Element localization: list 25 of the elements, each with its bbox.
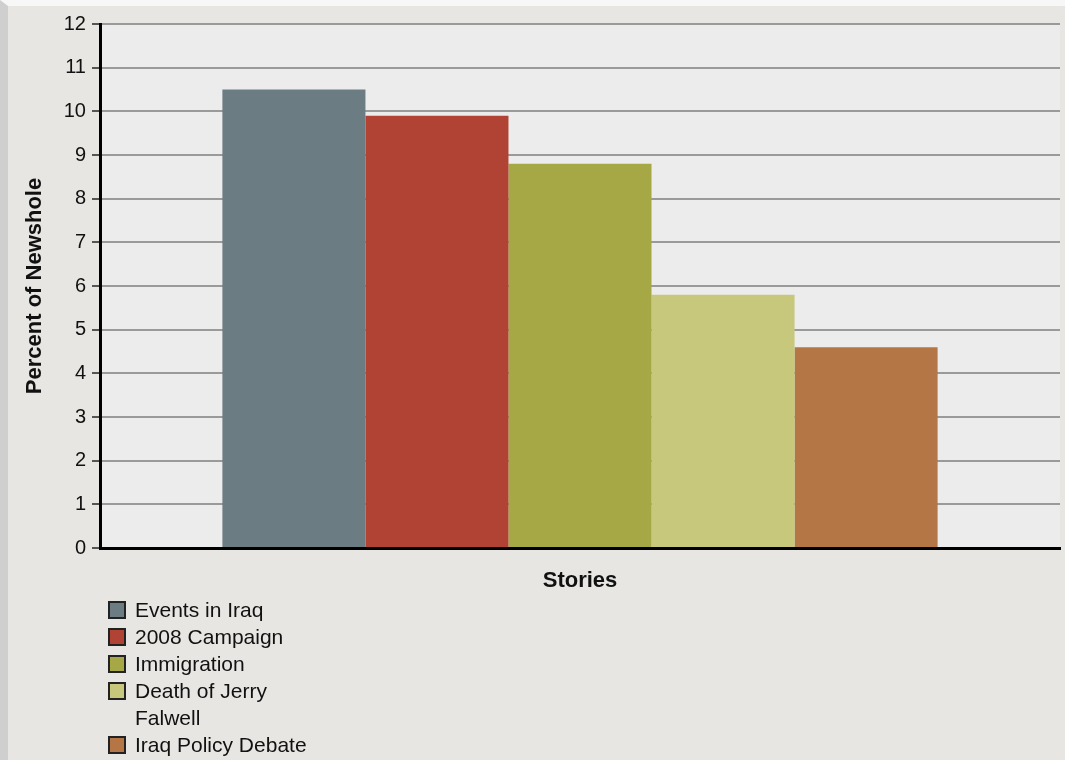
y-tick-label: 4 xyxy=(74,360,86,383)
legend-label: Events in Iraq xyxy=(135,597,265,623)
y-tick-label: 8 xyxy=(74,186,86,209)
bar xyxy=(651,294,795,547)
legend-label: Iraq Policy Debate xyxy=(135,732,308,758)
y-tick-label: 12 xyxy=(63,11,86,34)
legend-label: Immigration xyxy=(135,651,246,677)
bar xyxy=(508,163,652,547)
y-tick-label: 11 xyxy=(65,55,86,78)
y-tick-label: 2 xyxy=(74,448,86,471)
y-tick-label: 0 xyxy=(74,535,86,558)
y-axis-title: Percent of Newshole xyxy=(21,177,47,395)
y-tick-label: 1 xyxy=(74,491,86,514)
legend-label: Death of Jerry Falwell xyxy=(135,678,268,731)
x-axis-title: Stories xyxy=(542,566,618,592)
y-tick-label: 5 xyxy=(74,317,86,340)
bar xyxy=(794,347,938,547)
y-tick-label: 7 xyxy=(74,229,86,252)
y-tick-label: 10 xyxy=(63,98,86,121)
y-tick-label: 3 xyxy=(74,404,86,427)
y-tick-label: 6 xyxy=(74,273,86,296)
bar xyxy=(222,89,366,547)
bar xyxy=(365,115,509,547)
y-tick-label: 9 xyxy=(74,142,86,165)
legend-label: 2008 Campaign xyxy=(135,624,285,650)
